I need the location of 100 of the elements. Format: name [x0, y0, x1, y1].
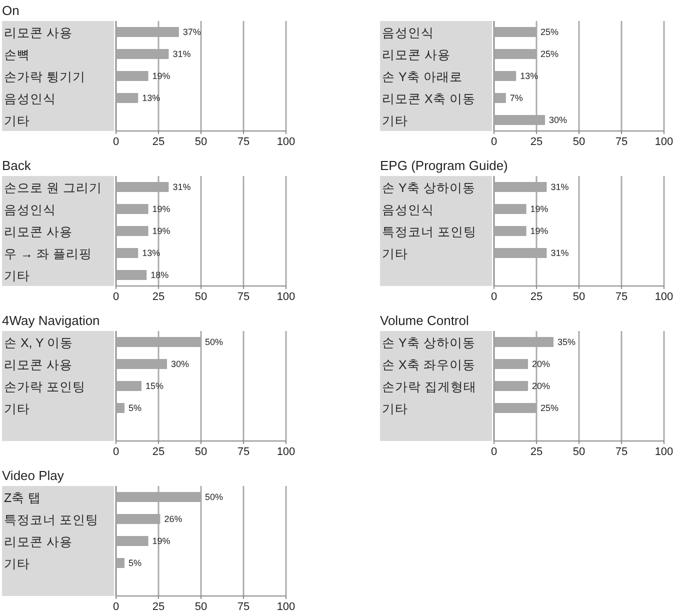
- y-tick-label: 리모콘 사용: [382, 48, 450, 62]
- data-label: 13%: [142, 248, 160, 258]
- x-tick-label: 25: [530, 291, 543, 303]
- data-label: 13%: [520, 71, 538, 81]
- data-label: 19%: [530, 204, 548, 214]
- x-tick-label: 50: [194, 136, 208, 148]
- y-tick-label: 음성인식: [382, 203, 434, 217]
- y-tick-label: 손 Y축 상하이동: [382, 336, 476, 350]
- chart-title: EPG (Program Guide): [380, 158, 508, 173]
- data-label: 13%: [142, 93, 160, 103]
- data-label: 19%: [152, 226, 170, 236]
- x-tick-label: 75: [237, 601, 250, 613]
- x-tick-label: 0: [490, 291, 498, 303]
- x-tick-label: 75: [237, 291, 250, 303]
- y-tick-label: 기타: [4, 269, 30, 283]
- data-label: 19%: [530, 226, 548, 236]
- data-label: 15%: [146, 381, 164, 391]
- data-label: 30%: [171, 359, 190, 369]
- x-tick-label: 100: [654, 446, 674, 458]
- data-label: 25%: [540, 27, 559, 37]
- data-label: 20%: [532, 359, 550, 369]
- chart-title: 4Way Navigation: [2, 313, 100, 328]
- y-tick-label: 특정코너 포인팅: [4, 513, 98, 527]
- x-tick-label: 100: [654, 291, 674, 303]
- y-tick-label: 기타: [4, 114, 30, 128]
- x-tick-label: 75: [615, 291, 628, 303]
- data-label: 19%: [152, 204, 170, 214]
- y-tick-label: 리모콘 사용: [4, 225, 72, 239]
- y-tick-label: 우 → 좌 플리핑: [4, 247, 92, 261]
- y-tick-label: 기타: [382, 247, 408, 261]
- text: On: [2, 3, 20, 18]
- x-tick-label: 25: [530, 136, 543, 148]
- y-tick-label: 손 X축 좌우이동: [382, 358, 476, 372]
- x-tick-label: 0: [112, 446, 120, 458]
- data-label: 50%: [205, 492, 224, 502]
- y-tick-label: 기타: [382, 114, 408, 128]
- data-label: 37%: [182, 27, 201, 37]
- x-tick-label: 0: [112, 291, 120, 303]
- data-label: 19%: [152, 71, 170, 81]
- x-tick-label: 75: [615, 446, 628, 458]
- data-label: 50%: [205, 337, 224, 347]
- x-tick-label: 0: [112, 601, 120, 613]
- y-tick-label: 기타: [382, 402, 408, 416]
- y-tick-label: 손 X, Y 이동: [4, 336, 74, 350]
- y-tick-label: 음성인식: [382, 26, 434, 40]
- x-tick-label: 0: [490, 136, 498, 148]
- y-tick-label: 음성인식: [4, 203, 56, 217]
- y-tick-label: 특정코너 포인팅: [382, 225, 476, 239]
- data-label: 31%: [550, 248, 569, 258]
- chart-title: Volume Control: [380, 313, 469, 328]
- data-label: 5%: [128, 403, 142, 413]
- x-tick-label: 25: [152, 291, 165, 303]
- y-tick-label: 음성인식: [4, 92, 56, 106]
- x-tick-label: 100: [276, 291, 296, 303]
- x-tick-label: 100: [276, 136, 296, 148]
- y-tick-label: Z축 탭: [4, 491, 42, 505]
- x-tick-label: 0: [490, 446, 498, 458]
- x-tick-label: 25: [530, 446, 543, 458]
- y-tick-label: 손가락 집게형태: [382, 380, 476, 394]
- data-label: 25%: [540, 403, 559, 413]
- y-tick-label: 손가락 튕기기: [4, 70, 86, 84]
- y-tick-label: 기타: [4, 402, 30, 416]
- y-tick-label: 손 Y축 상하이동: [382, 181, 476, 195]
- y-tick-label: 손 Y축 아래로: [382, 70, 462, 84]
- x-tick-label: 50: [572, 291, 586, 303]
- data-label: 25%: [540, 49, 559, 59]
- x-tick-label: 25: [152, 136, 165, 148]
- y-tick-label: 리모콘 사용: [4, 535, 72, 549]
- y-tick-label: 리모콘 사용: [4, 26, 72, 40]
- data-label: 35%: [558, 337, 576, 347]
- y-tick-label: 손뼉: [4, 48, 30, 62]
- x-tick-label: 50: [572, 446, 586, 458]
- x-tick-label: 50: [194, 601, 208, 613]
- data-label: 7%: [510, 93, 523, 103]
- x-tick-label: 75: [237, 136, 250, 148]
- y-tick-label: 손으로 원 그리기: [4, 181, 102, 195]
- x-tick-label: 75: [237, 446, 250, 458]
- x-tick-label: 0: [112, 136, 120, 148]
- y-tick-label: 기타: [4, 557, 30, 571]
- chart-title: Video Play: [2, 468, 64, 483]
- x-tick-label: 25: [152, 601, 165, 613]
- data-label: 31%: [550, 182, 569, 192]
- data-label: 18%: [150, 270, 169, 280]
- x-tick-label: 50: [194, 446, 208, 458]
- data-label: 26%: [164, 514, 182, 524]
- data-label: 31%: [172, 49, 191, 59]
- y-tick-label: 손가락 포인팅: [4, 380, 86, 394]
- x-tick-label: 75: [615, 136, 628, 148]
- data-label: 5%: [128, 558, 142, 568]
- y-tick-label: 리모콘 사용: [4, 358, 72, 372]
- chart-title: Back: [2, 158, 32, 173]
- data-label: 19%: [152, 536, 170, 546]
- x-tick-label: 50: [572, 136, 586, 148]
- x-tick-label: 100: [276, 446, 296, 458]
- x-tick-label: 50: [194, 291, 208, 303]
- data-label: 20%: [532, 381, 550, 391]
- data-label: 31%: [172, 182, 191, 192]
- x-tick-label: 100: [654, 136, 674, 148]
- y-tick-label: 리모콘 X축 이동: [382, 92, 476, 106]
- data-label: 30%: [549, 115, 568, 125]
